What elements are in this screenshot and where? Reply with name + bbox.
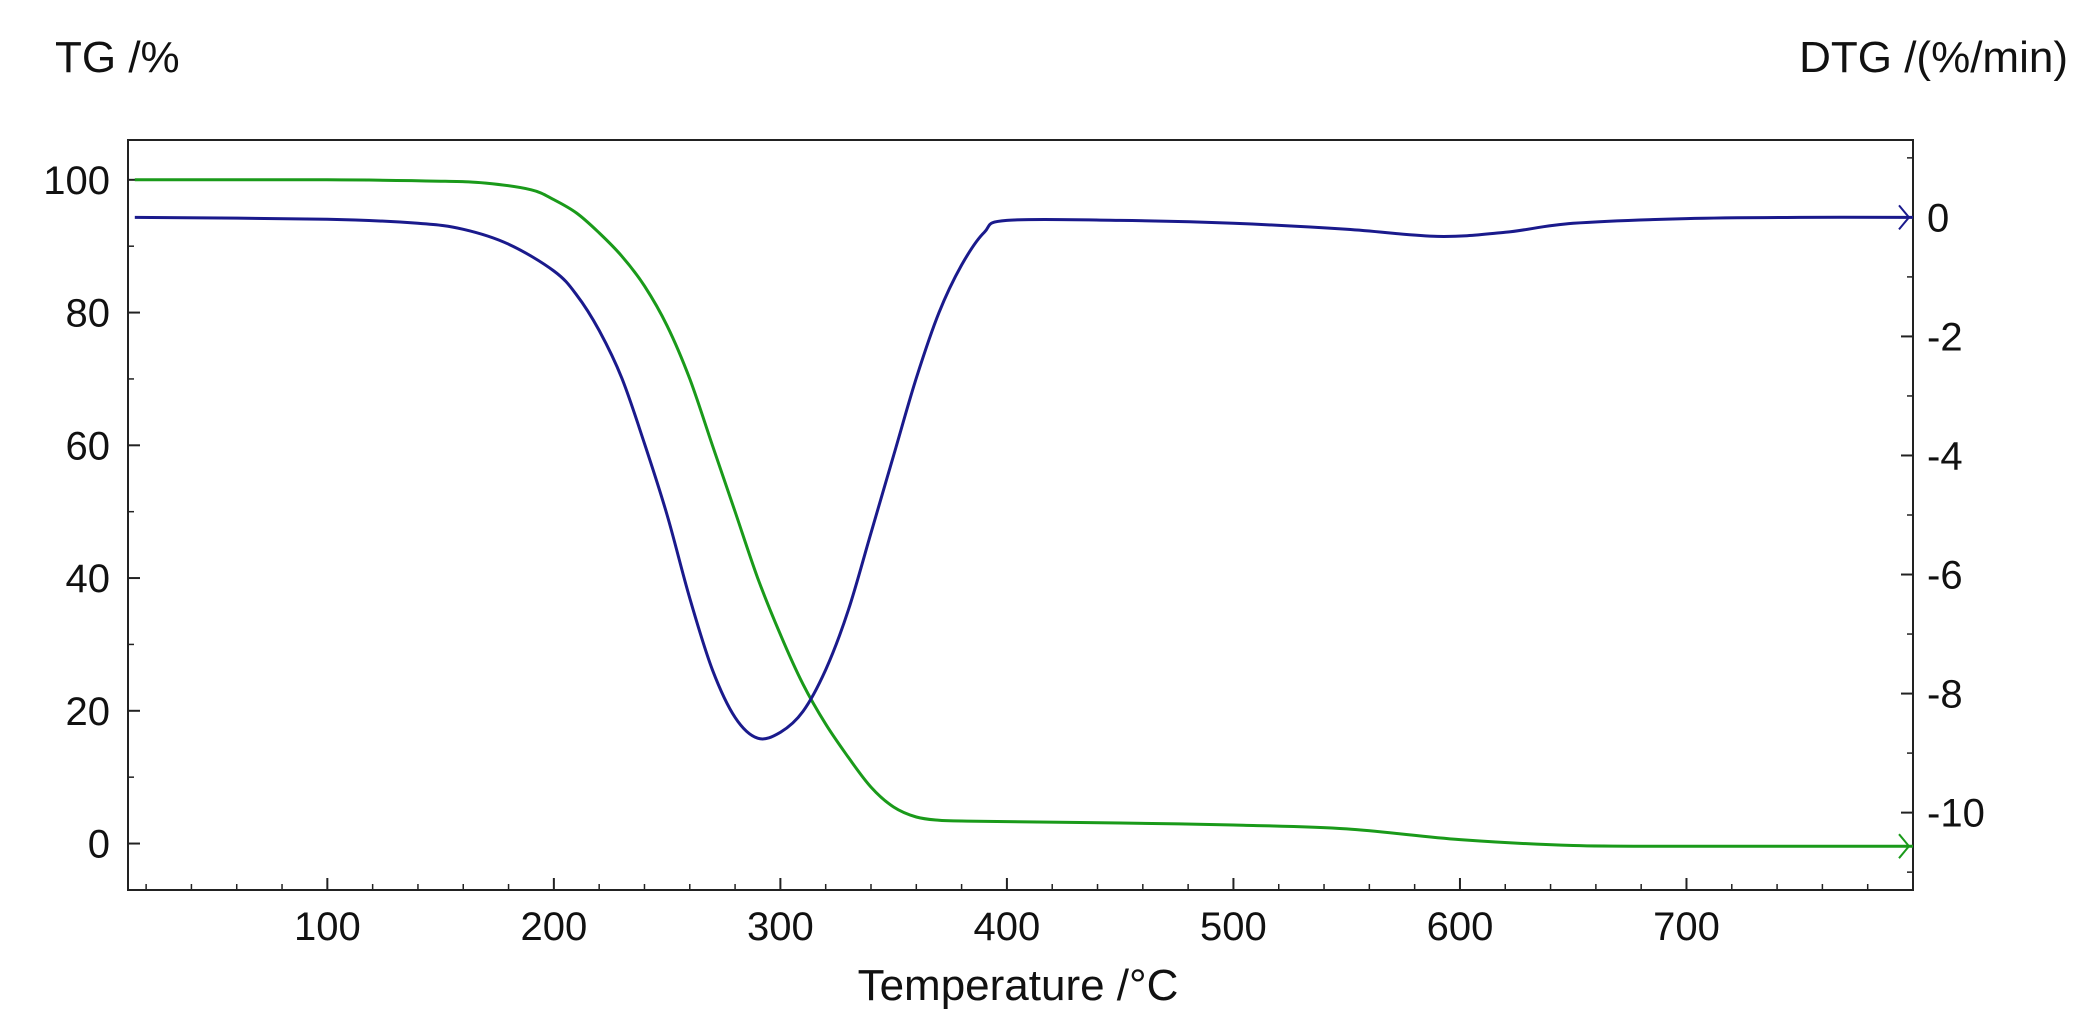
left-y-tick-label: 60 [66,424,111,468]
right-y-tick-label: -8 [1927,673,1963,717]
x-axis: 100 200 300 400 500 600 700 [145,878,1869,949]
x-tick-label: 200 [520,905,587,949]
right-y-tick-label: 0 [1927,196,1949,240]
dtg-curve-end-marker [1898,204,1911,231]
tg-curve [134,178,1913,848]
left-y-tick-label: 80 [66,292,111,336]
x-tick-label: 400 [974,905,1041,949]
right-y-tick-label: -2 [1927,315,1963,359]
x-tick-label: 600 [1427,905,1494,949]
x-tick-label: 100 [294,905,361,949]
left-y-tick-label: 0 [88,823,110,867]
plot-frame [127,139,1914,891]
dtg-curve [134,215,1914,741]
left-axis-title: TG /% [55,33,180,82]
left-y-tick-label: 40 [66,557,111,601]
right-axis-title: DTG /(%/min) [1799,33,2068,82]
x-tick-label: 700 [1653,905,1720,949]
right-y-tick-label: -10 [1927,792,1985,836]
right-y-tick-label: -4 [1927,434,1963,478]
left-y-tick-label: 100 [43,159,110,203]
right-y-axis: 0 -2 -4 -6 -8 -10 [1901,157,1985,873]
right-y-tick-label: -6 [1927,554,1963,598]
x-tick-label: 500 [1200,905,1267,949]
tg-curve-end-marker [1898,833,1911,859]
left-y-axis: 0 20 40 60 80 100 [43,159,140,867]
x-axis-title: Temperature /°C [858,961,1179,1010]
left-y-tick-label: 20 [66,690,111,734]
series-layer [134,178,1914,859]
x-tick-label: 300 [747,905,814,949]
